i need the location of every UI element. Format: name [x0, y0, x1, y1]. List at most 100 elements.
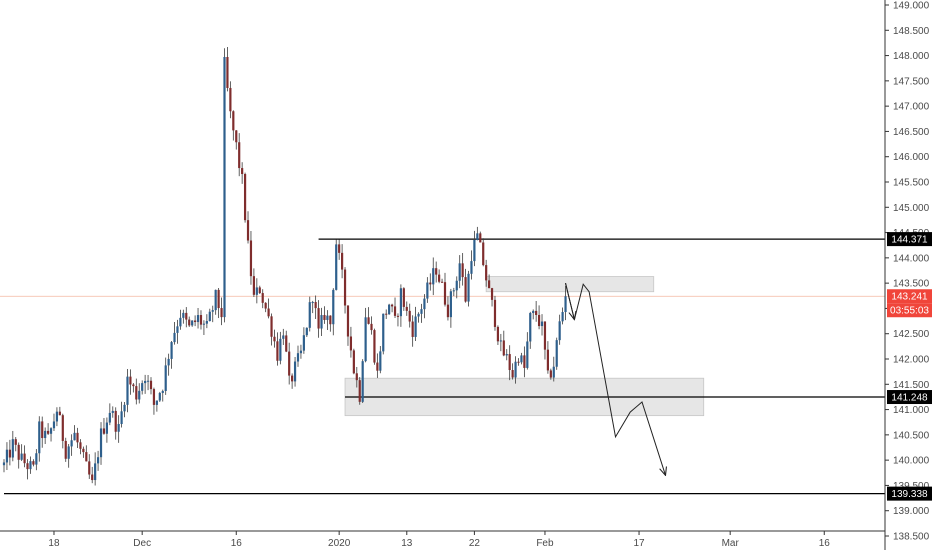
candle-body	[191, 320, 194, 326]
candle-body	[270, 316, 273, 337]
candle-body	[35, 453, 38, 465]
candle-body	[76, 432, 79, 443]
candle-body	[458, 263, 461, 281]
candle-body	[511, 370, 514, 378]
candle-body	[267, 308, 270, 317]
candle-body	[73, 432, 76, 441]
candle-body	[38, 421, 41, 454]
zone-0	[485, 276, 655, 293]
candle-body	[429, 282, 432, 285]
candle-body	[5, 449, 9, 463]
candle-body	[44, 430, 47, 439]
candle-body	[346, 305, 350, 337]
candle-body	[443, 282, 447, 305]
candle-body	[385, 313, 388, 315]
candle-body	[188, 319, 191, 326]
candle-body	[338, 244, 341, 253]
y-tick-label: 146.000	[893, 152, 930, 163]
candle-body	[435, 268, 438, 275]
candle-body	[561, 312, 564, 322]
candle-body	[194, 320, 197, 323]
candle-body	[420, 309, 423, 314]
candle-body	[493, 299, 497, 327]
candle-body	[249, 240, 253, 277]
candle-body	[505, 354, 508, 356]
candle-body	[155, 400, 158, 405]
candle-body	[252, 276, 255, 295]
candle-body	[399, 288, 402, 317]
candle-body	[329, 315, 332, 325]
y-tick-label: 145.000	[893, 203, 930, 214]
candle-body	[85, 452, 88, 462]
candle-body	[255, 287, 258, 295]
candle-body	[120, 411, 123, 425]
x-tick-label: 16	[231, 538, 243, 549]
x-tick-label: 18	[48, 538, 60, 549]
y-tick-label: 149.000	[893, 1, 930, 12]
candle-body	[305, 327, 308, 336]
candle-body	[370, 323, 373, 331]
candle-body	[105, 422, 108, 434]
y-tick-label: 145.500	[893, 178, 930, 189]
candle-body	[520, 355, 523, 363]
y-tick-label: 143.500	[893, 279, 930, 290]
candle-body	[388, 304, 391, 315]
candle-body	[173, 332, 176, 343]
candle-body	[158, 392, 161, 401]
candle-body	[164, 365, 167, 391]
candle-body	[20, 453, 23, 460]
candle-body	[467, 273, 470, 302]
candle-body	[161, 390, 164, 393]
y-tick-label: 140.000	[893, 456, 930, 467]
candle-body	[214, 289, 217, 311]
current-price-badge: 143.241	[891, 292, 928, 303]
current-price-badge-bg	[887, 289, 932, 304]
candle-body	[108, 412, 111, 423]
candle-body	[564, 296, 567, 313]
candle-body	[302, 335, 305, 351]
y-tick-label: 139.500	[893, 481, 930, 492]
candle-body	[323, 315, 326, 320]
candle-body	[185, 312, 188, 320]
candle-body	[326, 315, 329, 320]
candle-body	[355, 373, 358, 381]
candle-body	[461, 263, 464, 278]
candle-body	[373, 330, 376, 363]
level-badge-0: 144.371	[891, 235, 928, 246]
candle-body	[405, 306, 408, 311]
candle-body	[367, 317, 370, 324]
candle-body	[211, 310, 214, 312]
candle-body	[276, 341, 279, 361]
y-tick-label: 148.500	[893, 26, 930, 37]
candle-body	[485, 265, 488, 281]
candle-body	[526, 341, 529, 368]
candle-body	[508, 354, 511, 371]
candle-body	[417, 313, 420, 317]
candle-body	[258, 287, 261, 294]
candle-body	[273, 336, 276, 342]
candle-body	[517, 361, 520, 363]
x-tick-label: 13	[401, 538, 413, 549]
candle-body	[476, 233, 479, 240]
candle-body	[532, 310, 535, 314]
candle-body	[14, 439, 17, 445]
candle-body	[408, 310, 411, 322]
y-tick-label: 140.500	[893, 430, 930, 441]
candle-body	[514, 361, 517, 378]
candle-body	[88, 461, 91, 475]
x-tick-label: Mar	[722, 538, 740, 549]
candle-body	[361, 361, 364, 402]
candle-body	[552, 366, 555, 378]
candle-body	[8, 449, 11, 458]
x-tick-label: 2020	[328, 538, 351, 549]
candle-body	[341, 252, 344, 270]
candle-body	[396, 315, 400, 317]
candle-body	[320, 315, 323, 329]
candle-body	[41, 421, 44, 439]
candle-body	[261, 293, 264, 303]
candle-body	[102, 428, 106, 434]
countdown-badge: 03:55:03	[890, 306, 929, 317]
candle-body	[167, 358, 170, 366]
